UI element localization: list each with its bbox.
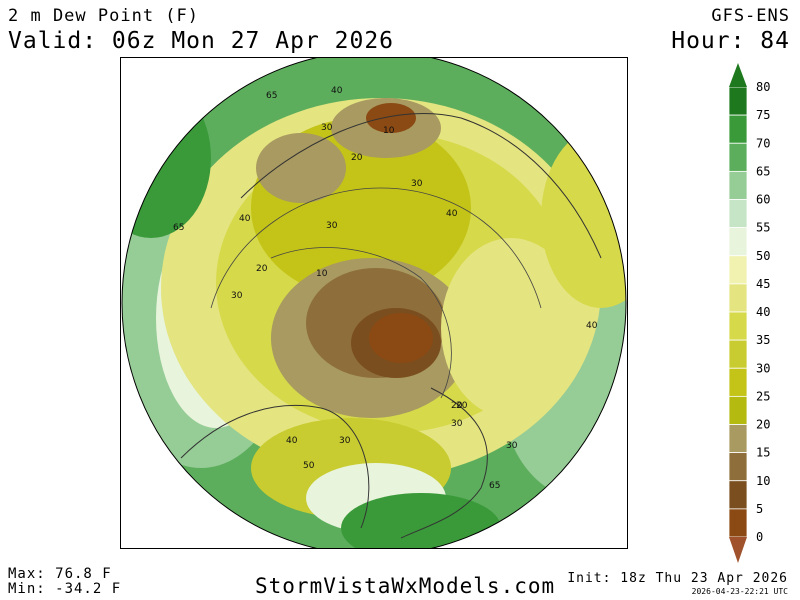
legend-swatch-65 <box>728 170 748 200</box>
legend-tick-label: 30 <box>756 361 770 375</box>
contour-label: 10 <box>316 269 328 279</box>
contour-label: 20 <box>451 401 463 411</box>
legend-swatch-30 <box>728 367 748 397</box>
siberia-dry <box>366 103 416 133</box>
asia-20 <box>256 133 346 203</box>
greenland-band <box>441 238 581 418</box>
valid-time: Valid: 06z Mon 27 Apr 2026 <box>8 28 395 54</box>
max-value: Max: 76.8 F <box>8 566 112 582</box>
legend-tick-label: 50 <box>756 249 770 263</box>
contour-label: 40 <box>286 436 298 446</box>
contour-label: 30 <box>231 291 243 301</box>
legend-tick-label: 10 <box>756 474 770 488</box>
timestamp: 2026-04-23-22:21 UTC <box>691 587 788 596</box>
legend-tick-label: 35 <box>756 333 770 347</box>
contour-label: 50 <box>303 461 315 471</box>
legend-swatch-55 <box>728 227 748 257</box>
contour-label: 40 <box>331 86 343 96</box>
europe-40 <box>541 128 626 308</box>
coastline-west <box>180 404 370 529</box>
legend-tick-label: 55 <box>756 221 770 235</box>
legend-tick-label: 40 <box>756 305 770 319</box>
legend-tick-label: 25 <box>756 389 770 403</box>
contour-label: 40 <box>446 209 458 219</box>
contour-label: 30 <box>326 221 338 231</box>
legend-swatch-40 <box>728 311 748 341</box>
forecast-hour: Hour: 84 <box>671 28 790 54</box>
legend-arrow-down <box>729 537 747 563</box>
contour-label: 30 <box>339 436 351 446</box>
init-time: Init: 18z Thu 23 Apr 2026 <box>567 571 788 586</box>
contour-line <box>270 247 452 399</box>
contour-label: 40 <box>586 321 598 331</box>
contour-line <box>210 187 542 309</box>
legend-tick-label: 65 <box>756 164 770 178</box>
contour-label: 20 <box>351 153 363 163</box>
legend-swatch-60 <box>728 199 748 229</box>
hudson-dry <box>369 313 433 363</box>
color-legend: 0 5 10 15 20 25 30 35 40 45 50 55 60 65 70 75 80 <box>728 63 770 563</box>
legend-swatch-80 <box>728 86 748 116</box>
legend-tick-label: 70 <box>756 136 770 150</box>
legend-swatch-70 <box>728 142 748 172</box>
legend-swatch-10 <box>728 480 748 510</box>
legend-swatch-45 <box>728 283 748 313</box>
contour-label: 40 <box>239 214 251 224</box>
legend-tick-label: 60 <box>756 193 770 207</box>
coastline-east <box>400 387 488 539</box>
legend-swatch-50 <box>728 255 748 285</box>
legend-swatch-75 <box>728 114 748 144</box>
legend-tick-label: 45 <box>756 277 770 291</box>
legend-arrow-up <box>729 63 747 87</box>
coastline-north <box>240 113 602 259</box>
legend-tick-label: 5 <box>756 502 763 516</box>
contour-label: 65 <box>173 223 184 233</box>
legend-tick-label: 20 <box>756 418 770 432</box>
chart-title: 2 m Dew Point (F) <box>8 6 199 26</box>
contour-label: 10 <box>383 126 395 136</box>
site-name: StormVistaWxModels.com <box>255 574 556 598</box>
polar-map: 65 40 30 20 10 30 40 20 30 10 40 65 30 2… <box>121 50 627 556</box>
legend-tick-label: 80 <box>756 80 770 94</box>
contour-label: 20 <box>256 264 268 274</box>
legend-tick-label: 75 <box>756 108 770 122</box>
legend-swatch-25 <box>728 395 748 425</box>
legend-swatch-15 <box>728 452 748 482</box>
contour-label: 20 <box>456 401 468 411</box>
legend-swatch-20 <box>728 424 748 454</box>
legend-swatch-5 <box>728 508 748 538</box>
contour-label: 30 <box>321 123 333 133</box>
model-name: GFS-ENS <box>711 6 790 26</box>
legend-tick-label: 0 <box>756 530 763 544</box>
contour-label: 30 <box>451 419 463 429</box>
legend-swatch-35 <box>728 339 748 369</box>
contour-label: 65 <box>489 481 500 491</box>
map-panel: 65 40 30 20 10 30 40 20 30 10 40 65 30 2… <box>120 50 628 556</box>
contour-label: 30 <box>506 441 518 451</box>
contour-label: 30 <box>411 179 423 189</box>
contour-label: 65 <box>266 91 277 101</box>
min-value: Min: -34.2 F <box>8 581 122 597</box>
legend-tick-label: 15 <box>756 446 770 460</box>
